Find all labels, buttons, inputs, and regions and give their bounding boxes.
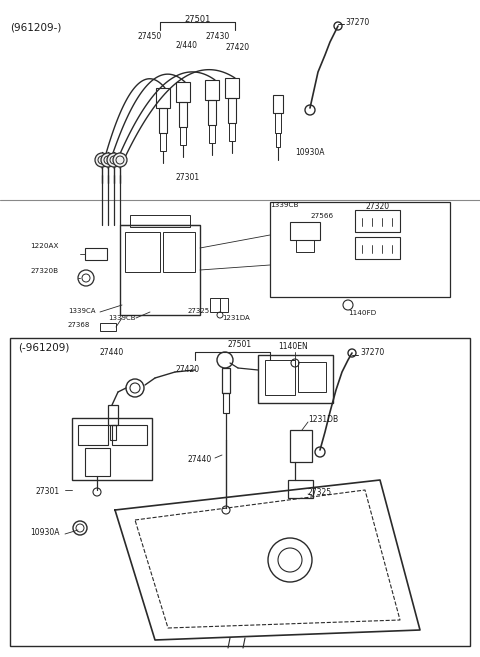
Bar (208, 100, 216, 125)
Text: 1231DB: 1231DB (308, 415, 338, 424)
Bar (355, 210, 400, 232)
Bar (222, 368, 230, 393)
Bar (296, 240, 314, 252)
Bar (110, 425, 116, 440)
Text: 1140FD: 1140FD (348, 310, 376, 316)
Text: 1220AX: 1220AX (30, 243, 59, 249)
Text: 27420: 27420 (225, 43, 249, 52)
Bar (298, 362, 326, 392)
Text: 27501: 27501 (185, 15, 211, 24)
Text: 10930A: 10930A (30, 528, 60, 537)
Bar (100, 323, 116, 331)
Bar (290, 430, 312, 462)
Bar (290, 222, 320, 240)
Text: 27301: 27301 (35, 487, 59, 496)
Circle shape (101, 153, 115, 167)
Bar (78, 425, 108, 445)
Text: 27440: 27440 (188, 455, 212, 464)
Bar (179, 102, 187, 127)
Bar (156, 88, 170, 108)
Bar (85, 248, 107, 260)
Bar (223, 393, 229, 413)
Bar (205, 80, 219, 100)
Bar (265, 360, 295, 395)
Text: 37270: 37270 (360, 348, 384, 357)
Text: 10930A: 10930A (295, 148, 324, 157)
Text: (-961209): (-961209) (18, 342, 70, 352)
Bar (276, 133, 280, 147)
Bar (273, 95, 283, 113)
Text: 1231DA: 1231DA (222, 315, 250, 321)
Bar (130, 215, 190, 227)
Text: 1339CA: 1339CA (68, 308, 96, 314)
Text: 27501: 27501 (228, 340, 252, 349)
Bar (108, 405, 118, 425)
Text: 2/440: 2/440 (175, 40, 197, 49)
Bar (72, 418, 152, 480)
Bar (180, 127, 186, 145)
Circle shape (95, 153, 109, 167)
Text: 27450: 27450 (138, 32, 162, 41)
Text: 27430: 27430 (205, 32, 229, 41)
Bar (120, 225, 200, 315)
Bar (288, 480, 313, 498)
Text: 27301: 27301 (175, 173, 199, 182)
Text: 27320: 27320 (365, 202, 389, 211)
Bar (209, 125, 215, 143)
Bar (160, 133, 166, 151)
Text: 27325: 27325 (308, 488, 332, 497)
Text: 1140EN: 1140EN (278, 342, 308, 351)
Text: 27325: 27325 (188, 308, 210, 314)
Bar (229, 123, 235, 141)
Bar (258, 355, 333, 403)
Bar (228, 98, 236, 123)
Text: 37270: 37270 (345, 18, 369, 27)
Text: 1339CB: 1339CB (108, 315, 135, 321)
Bar (275, 113, 281, 133)
Bar (159, 108, 167, 133)
Circle shape (107, 153, 121, 167)
Bar (270, 202, 450, 297)
Text: 27368: 27368 (68, 322, 90, 328)
Text: 27320B: 27320B (30, 268, 58, 274)
Text: (961209-): (961209-) (10, 22, 61, 32)
Bar (163, 232, 195, 272)
Bar (225, 78, 239, 98)
Text: 27440: 27440 (100, 348, 124, 357)
Bar (176, 82, 190, 102)
Circle shape (113, 153, 127, 167)
Bar (10, 338, 470, 646)
Text: 1339CB: 1339CB (270, 202, 299, 208)
Bar (85, 448, 110, 476)
Bar (125, 232, 160, 272)
Bar (210, 298, 228, 312)
Text: 27566: 27566 (310, 213, 333, 219)
Bar (112, 425, 147, 445)
Bar (355, 237, 400, 259)
Text: 27420: 27420 (175, 365, 199, 374)
